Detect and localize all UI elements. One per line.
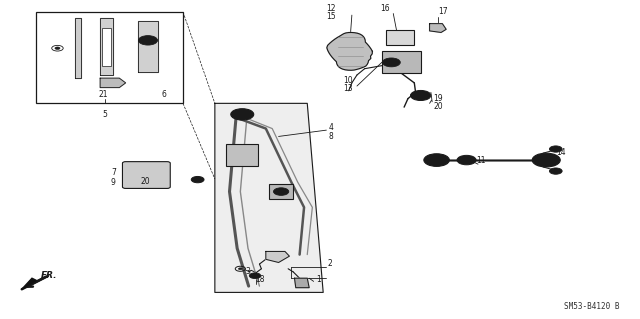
Circle shape — [532, 153, 560, 167]
Circle shape — [55, 47, 60, 49]
Text: 17: 17 — [438, 7, 447, 16]
Text: FR.: FR. — [41, 271, 58, 280]
Text: 13: 13 — [343, 84, 353, 93]
Circle shape — [429, 156, 444, 164]
Bar — [386, 30, 414, 45]
Text: 10: 10 — [343, 76, 353, 85]
Bar — [226, 144, 257, 167]
Circle shape — [457, 155, 476, 165]
Polygon shape — [215, 103, 323, 293]
Polygon shape — [75, 18, 81, 78]
Circle shape — [410, 91, 431, 100]
Circle shape — [239, 268, 243, 270]
Polygon shape — [100, 18, 113, 75]
Circle shape — [249, 273, 260, 278]
Circle shape — [273, 188, 289, 195]
Text: 4: 4 — [328, 123, 333, 132]
Text: 2: 2 — [328, 259, 332, 268]
Text: 11: 11 — [476, 156, 486, 165]
Circle shape — [387, 60, 396, 65]
Bar — [269, 184, 293, 199]
Circle shape — [424, 154, 449, 167]
Text: 1: 1 — [316, 275, 321, 284]
Polygon shape — [429, 24, 446, 33]
Text: 5: 5 — [103, 110, 108, 119]
Text: 21: 21 — [99, 90, 108, 99]
Circle shape — [549, 146, 562, 152]
Text: 20: 20 — [140, 177, 150, 186]
Text: 16: 16 — [381, 4, 390, 13]
Text: SM53-B4120 B: SM53-B4120 B — [564, 302, 620, 311]
Polygon shape — [138, 21, 157, 72]
Circle shape — [252, 274, 258, 277]
Circle shape — [191, 176, 204, 183]
Circle shape — [549, 168, 562, 174]
Circle shape — [461, 158, 472, 163]
Bar — [383, 51, 420, 73]
Polygon shape — [22, 278, 36, 289]
Circle shape — [415, 93, 426, 98]
Text: 20: 20 — [433, 102, 443, 111]
Text: 15: 15 — [326, 12, 336, 21]
Polygon shape — [294, 278, 309, 288]
Circle shape — [142, 38, 154, 43]
Text: 8: 8 — [328, 132, 333, 141]
Text: 18: 18 — [255, 275, 264, 284]
Text: 3: 3 — [246, 267, 250, 276]
Bar — [102, 28, 111, 65]
Text: 6: 6 — [162, 90, 167, 99]
Circle shape — [231, 109, 253, 120]
Circle shape — [138, 36, 157, 45]
Circle shape — [383, 58, 400, 67]
Text: 19: 19 — [433, 94, 443, 103]
Circle shape — [195, 178, 201, 181]
FancyBboxPatch shape — [122, 162, 170, 189]
Bar — [36, 12, 183, 103]
Polygon shape — [100, 78, 125, 88]
Text: 12: 12 — [326, 4, 336, 13]
Circle shape — [236, 111, 248, 117]
Polygon shape — [266, 251, 289, 263]
Text: 9: 9 — [111, 178, 116, 187]
Polygon shape — [327, 33, 372, 70]
Text: 7: 7 — [111, 168, 116, 177]
Circle shape — [538, 156, 554, 164]
Text: 14: 14 — [556, 148, 565, 157]
